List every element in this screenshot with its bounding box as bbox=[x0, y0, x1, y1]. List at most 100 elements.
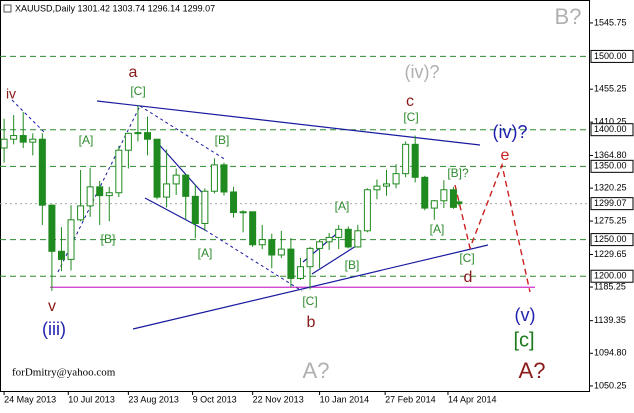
candle-body bbox=[163, 183, 171, 198]
wave-label: (v) bbox=[515, 305, 536, 325]
candle-body bbox=[48, 204, 56, 252]
candle-body bbox=[115, 149, 123, 194]
x-tick-label: 10 Jan 2014 bbox=[320, 394, 370, 404]
candle-body bbox=[67, 219, 75, 260]
candle-body bbox=[421, 176, 429, 209]
x-tick-label: 10 Jul 2013 bbox=[68, 394, 115, 404]
candle-body bbox=[402, 143, 410, 175]
wave-label: [B] bbox=[215, 133, 230, 147]
x-tick-label: 9 Oct 2013 bbox=[193, 394, 237, 404]
candle-body bbox=[239, 211, 247, 214]
forecast-path bbox=[454, 162, 531, 293]
candle-body bbox=[29, 138, 37, 143]
y-tick-label: 1185.25 bbox=[594, 281, 626, 291]
candle-body bbox=[440, 189, 448, 202]
x-tick-label: 14 Apr 2014 bbox=[448, 394, 497, 404]
wave-label: [C] bbox=[459, 251, 474, 265]
wave-label: [C] bbox=[302, 294, 317, 308]
candle-body bbox=[220, 164, 228, 193]
watermark: forDmitry@yahoo.com bbox=[12, 367, 116, 379]
candle-body bbox=[392, 173, 400, 185]
candle-body bbox=[124, 132, 132, 151]
level-label-box bbox=[590, 159, 634, 173]
x-tick-label: 22 Nov 2013 bbox=[253, 394, 304, 404]
y-tick-label: 1229.65 bbox=[594, 249, 627, 259]
level-label: 1400.00 bbox=[594, 124, 627, 134]
x-tick-label: 23 Aug 2013 bbox=[128, 394, 179, 404]
candle-body bbox=[306, 247, 314, 268]
candle-body bbox=[383, 183, 391, 187]
wave-label: B? bbox=[555, 4, 582, 29]
candle-body bbox=[10, 135, 18, 140]
wave-label: b bbox=[307, 314, 316, 331]
wave-label: [A] bbox=[79, 133, 94, 147]
wave-label: a bbox=[129, 64, 138, 81]
candle-body bbox=[373, 185, 381, 191]
candle-body bbox=[210, 164, 218, 192]
wave-line bbox=[11, 99, 45, 133]
wave-label: [B]? bbox=[447, 166, 469, 180]
y-tick-label: 1275.25 bbox=[594, 215, 627, 225]
wave-line bbox=[204, 229, 303, 292]
y-tick-label: 1455.25 bbox=[594, 84, 627, 94]
wave-label: v bbox=[48, 298, 56, 315]
level-label-box bbox=[590, 123, 634, 137]
level-label-box bbox=[590, 269, 634, 283]
wave-label: [A] bbox=[335, 199, 350, 213]
wave-label: d bbox=[464, 269, 473, 286]
candle-body bbox=[249, 211, 257, 246]
candle-body bbox=[230, 191, 238, 213]
candle-body bbox=[96, 186, 104, 197]
candle-body bbox=[455, 201, 463, 205]
level-label: 1250.00 bbox=[594, 234, 627, 244]
candle-body bbox=[134, 132, 142, 135]
y-tick-label: 1320.25 bbox=[594, 182, 627, 192]
candle-body bbox=[144, 132, 151, 140]
level-label: 1350.00 bbox=[594, 161, 627, 171]
y-tick-label: 1094.80 bbox=[594, 348, 627, 358]
wave-label: A? bbox=[519, 358, 546, 383]
level-label: 1500.00 bbox=[594, 51, 627, 61]
candle-body bbox=[430, 200, 438, 209]
candle-body bbox=[258, 239, 266, 246]
trend-line bbox=[96, 100, 481, 146]
candle-body bbox=[335, 228, 343, 238]
candle-body bbox=[277, 248, 285, 256]
wave-label: [B] bbox=[101, 232, 116, 246]
candle-body bbox=[296, 266, 304, 279]
y-tick-label: 1050.25 bbox=[594, 380, 627, 390]
wave-label: (iv)? bbox=[493, 122, 528, 142]
x-tick-label: 24 May 2013 bbox=[4, 394, 56, 404]
candle-body bbox=[316, 241, 324, 249]
candle-body bbox=[182, 174, 190, 197]
channel-line bbox=[311, 245, 357, 275]
level-label-box bbox=[590, 233, 634, 247]
wave-label: [B] bbox=[345, 258, 360, 272]
candle-body bbox=[0, 138, 8, 149]
candle-body bbox=[344, 228, 352, 248]
candle-body bbox=[268, 239, 276, 256]
x-tick-label: 27 Feb 2014 bbox=[385, 394, 436, 404]
wave-label: [A] bbox=[430, 222, 445, 236]
annotations: iva[C][A][B][B][A](iv)?B?c[C](iv)?e[B]?[… bbox=[6, 4, 582, 383]
candle-body bbox=[325, 236, 333, 243]
wave-label: [C] bbox=[403, 110, 418, 124]
wave-label: c bbox=[406, 93, 414, 110]
level-label-box bbox=[590, 197, 634, 211]
candle-body bbox=[191, 195, 199, 224]
y-tick-label: 1139.35 bbox=[594, 315, 626, 325]
candle-body bbox=[86, 186, 94, 207]
wave-label: A? bbox=[303, 358, 330, 383]
wave-label: [c] bbox=[513, 329, 534, 351]
levels bbox=[0, 55, 590, 288]
wave-label: iv bbox=[6, 86, 16, 102]
candle-body bbox=[201, 190, 209, 224]
candle-body bbox=[172, 174, 180, 185]
candles bbox=[0, 105, 463, 291]
wave-label: (iii) bbox=[42, 319, 66, 339]
chart-title: XAUUSD,Daily 1301.42 1303.74 1296.14 129… bbox=[15, 3, 215, 13]
level-label: 1200.00 bbox=[594, 271, 627, 281]
wave-label: [A] bbox=[198, 246, 213, 260]
y-tick-label: 1545.75 bbox=[594, 17, 627, 27]
